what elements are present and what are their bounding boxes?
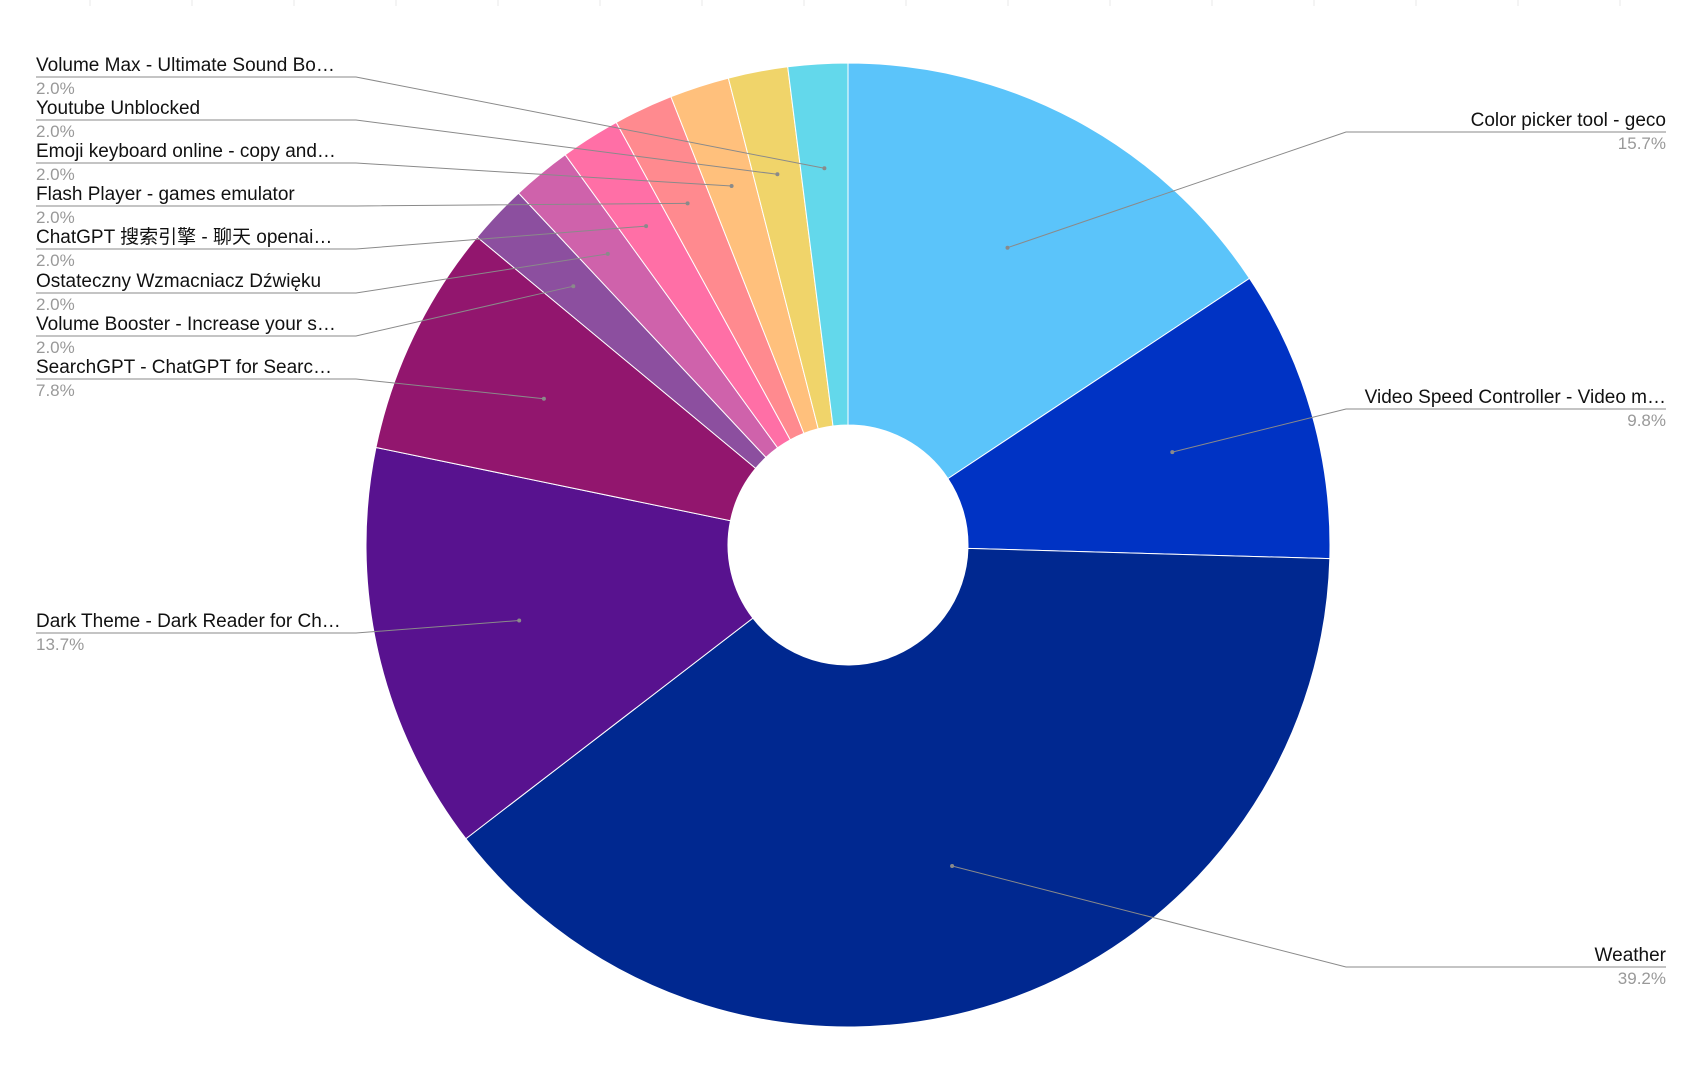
leader-line [1007,131,1666,249]
slice-label: Youtube Unblocked [36,98,200,119]
slice-label: Color picker tool - geco [1471,110,1666,131]
leader-anchor-dot [1005,245,1010,250]
leader-line [36,253,608,294]
leader-line [36,225,647,250]
slice-percent-label: 2.0% [36,295,75,314]
leader-line [36,378,544,400]
leader-anchor-dot [775,172,780,177]
slice-percent-label: 39.2% [1618,969,1666,988]
leader-anchor-dot [729,184,734,188]
leader-anchor-dot [822,166,827,171]
leader-line [36,162,732,187]
leader-anchor-dot [1170,450,1175,455]
slice-percent-label: 2.0% [36,122,75,141]
leader-line [36,620,520,634]
leader-line [36,285,574,337]
leader-line [951,865,1666,968]
leader-line [36,119,778,175]
slice-percent-label: 13.7% [36,635,84,654]
slice-label: Volume Max - Ultimate Sound Bo… [36,55,335,76]
leader-anchor-dot [644,224,649,229]
slice-label: SearchGPT - ChatGPT for Searc… [36,357,332,378]
leader-anchor-dot [605,251,610,256]
slice-percent-label: 2.0% [36,338,75,357]
pie-slice [787,62,849,427]
background-gridlines [89,0,1621,6]
slice-percent-label: 2.0% [36,251,75,270]
pie-slice [365,446,754,840]
slice-percent-label: 2.0% [36,208,75,227]
slice-percent-label: 7.8% [36,381,75,400]
slice-label: Volume Booster - Increase your s… [36,314,336,335]
pie-slice [947,277,1331,560]
slice-percent-label: 2.0% [36,165,75,184]
leader-line [1172,408,1666,453]
leader-anchor-dot [950,864,955,868]
slice-label: Video Speed Controller - Video m… [1365,387,1666,408]
pie-slice [375,236,757,522]
slices [365,62,1331,1028]
slice-label: Weather [1595,945,1667,966]
leader-anchor-dot [571,284,576,289]
leader-line [36,202,688,207]
pie-slice [847,62,1251,480]
leader-line [36,76,825,169]
slice-label: Flash Player - games emulator [36,184,295,205]
slice-percent-label: 9.8% [1627,411,1666,430]
leader-anchor-dot [685,201,690,206]
slice-label: ChatGPT 搜索引擎 - 聊天 openai… [36,226,332,248]
slice-percent-label: 15.7% [1618,134,1666,153]
leader-anchor-dot [517,618,522,623]
leader-anchor-dot [541,396,546,401]
slice-label: Dark Theme - Dark Reader for Ch… [36,611,341,632]
leader-lines [36,76,1666,968]
slice-percent-label: 2.0% [36,79,75,98]
slice-labels: Color picker tool - geco 15.7% Video Speed… [36,55,1667,988]
slice-label: Ostateczny Wzmacniacz Dźwięku [36,271,321,292]
slice-label: Emoji keyboard online - copy and… [36,141,336,162]
